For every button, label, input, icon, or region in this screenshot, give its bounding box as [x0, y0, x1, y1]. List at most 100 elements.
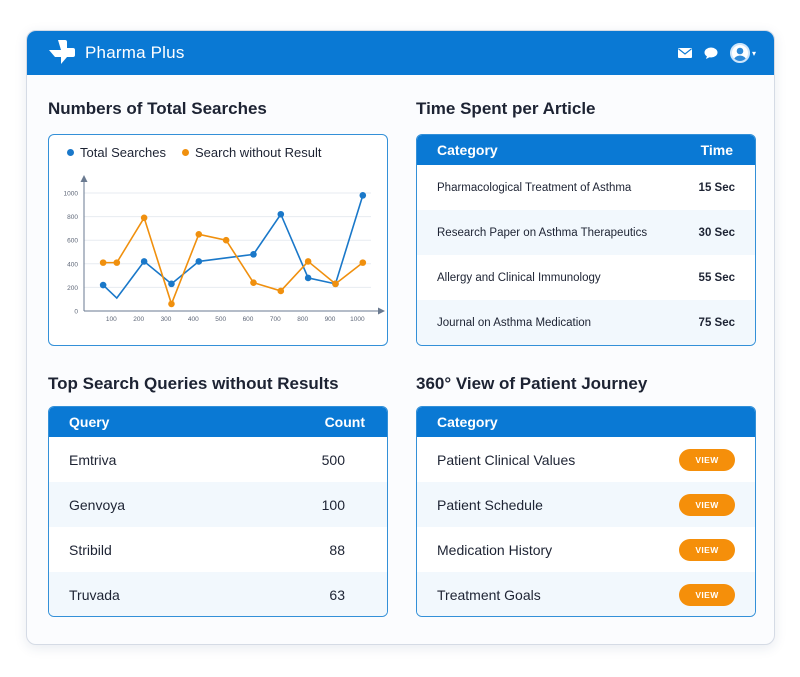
y-tick-label: 200 — [67, 285, 78, 292]
legend-label-total: Total Searches — [80, 145, 166, 160]
row-query: Truvada — [69, 586, 120, 603]
legend-item-no-result: Search without Result — [182, 145, 321, 160]
series-point-1 — [113, 259, 121, 266]
y-tick-label: 800 — [67, 214, 78, 221]
series-point-1 — [222, 236, 230, 244]
legend-dot-total — [67, 149, 74, 156]
y-axis-arrow — [80, 175, 88, 182]
user-menu[interactable]: ▾ — [729, 43, 756, 63]
journey-title: 360° View of Patient Journey — [416, 374, 648, 393]
x-tick-label: 300 — [161, 316, 172, 323]
top-icons: ▾ — [677, 43, 756, 63]
series-point-0 — [99, 281, 107, 289]
table-row[interactable]: Genvoya 100 — [49, 482, 387, 527]
top-bar: Pharma Plus ▾ — [27, 31, 774, 75]
table-body: Emtriva 500 Genvoya 100 Stribild 88 Truv… — [49, 437, 387, 616]
table-header: Category — [417, 407, 755, 437]
avatar[interactable] — [729, 43, 750, 63]
series-point-0 — [277, 210, 285, 218]
header-query: Query — [69, 414, 110, 430]
y-tick-label: 600 — [67, 238, 78, 245]
chevron-down-icon[interactable]: ▾ — [751, 48, 756, 58]
row-count: 63 — [329, 586, 345, 603]
row-count: 88 — [329, 541, 345, 558]
row-time: 75 Sec — [698, 316, 735, 329]
row-query: Stribild — [69, 541, 112, 558]
header-category: Category — [437, 414, 498, 430]
table-row: Patient Clinical Values VIEW — [417, 437, 755, 482]
x-tick-label: 200 — [133, 316, 144, 323]
row-category: Patient Schedule — [437, 496, 543, 513]
row-count: 100 — [321, 496, 345, 513]
row-category: Treatment Goals — [437, 586, 541, 603]
legend-item-total: Total Searches — [67, 145, 166, 160]
y-tick-label: 400 — [67, 261, 78, 268]
table-row[interactable]: Research Paper on Asthma Therapeutics 30… — [417, 210, 755, 255]
header-category: Category — [437, 142, 498, 158]
series-point-0 — [250, 251, 257, 258]
series-point-1 — [359, 259, 367, 266]
series-point-1 — [168, 300, 175, 308]
series-point-0 — [304, 274, 312, 282]
table-row: Treatment Goals VIEW — [417, 572, 755, 616]
row-time: 15 Sec — [698, 181, 735, 194]
x-tick-label: 1000 — [350, 316, 365, 323]
legend-label-no-result: Search without Result — [195, 145, 322, 160]
row-query: Genvoya — [69, 496, 126, 513]
y-tick-label: 1000 — [64, 191, 79, 198]
mail-icon[interactable] — [677, 48, 692, 58]
series-point-1 — [99, 259, 107, 266]
view-button[interactable]: VIEW — [679, 538, 735, 561]
row-time: 55 Sec — [698, 271, 735, 284]
time-spent-table: Category Time Pharmacological Treatment … — [416, 134, 756, 346]
queries-table: Query Count Emtriva 500 Genvoya 100 Stri… — [48, 406, 388, 617]
logo-cross-icon[interactable] — [47, 38, 77, 68]
series-point-1 — [277, 287, 285, 295]
table-row[interactable]: Pharmacological Treatment of Asthma 15 S… — [417, 165, 755, 210]
table-row[interactable]: Stribild 88 — [49, 527, 387, 572]
journey-table: Category Patient Clinical Values VIEW Pa… — [416, 406, 756, 617]
chat-icon[interactable] — [704, 47, 718, 59]
time-spent-title: Time Spent per Article — [416, 99, 596, 118]
chart-legend: Total Searches Search without Result — [67, 145, 321, 160]
queries-title: Top Search Queries without Results — [48, 374, 339, 393]
table-header: Category Time — [417, 135, 755, 165]
table-row[interactable]: Allergy and Clinical Immunology 55 Sec — [417, 255, 755, 300]
header-time: Time — [700, 142, 733, 158]
x-tick-label: 400 — [188, 316, 199, 323]
table-body: Patient Clinical Values VIEW Patient Sch… — [417, 437, 755, 616]
series-point-1 — [304, 258, 312, 265]
searches-chart-card: Total Searches Search without Result 0 20… — [48, 134, 388, 346]
view-button[interactable]: VIEW — [679, 493, 735, 516]
x-tick-label: 500 — [215, 316, 226, 323]
row-category: Journal on Asthma Medication — [437, 316, 592, 329]
row-time: 30 Sec — [698, 226, 735, 239]
series-line-0 — [102, 195, 364, 300]
y-tick-label: 0 — [74, 309, 78, 316]
series-point-1 — [250, 279, 257, 286]
table-row[interactable]: Truvada 63 — [49, 572, 387, 616]
line-chart: 0 200 400 600 800 1000 100 200 300 400 500 600 700 80… — [64, 175, 385, 323]
series-point-1 — [195, 231, 203, 238]
series-point-0 — [195, 258, 203, 265]
x-axis-arrow — [378, 307, 385, 315]
view-button[interactable]: VIEW — [679, 448, 735, 471]
series-point-1 — [332, 280, 339, 288]
series-point-0 — [140, 258, 148, 265]
series-point-1 — [140, 214, 148, 222]
row-category: Research Paper on Asthma Therapeutics — [437, 226, 648, 239]
table-row[interactable]: Journal on Asthma Medication 75 Sec — [417, 300, 755, 345]
row-category: Allergy and Clinical Immunology — [437, 271, 601, 284]
legend-dot-no-result — [182, 149, 189, 156]
searches-title: Numbers of Total Searches — [48, 99, 267, 118]
series-point-0 — [359, 192, 367, 199]
table-body: Pharmacological Treatment of Asthma 15 S… — [417, 165, 755, 345]
table-row: Patient Schedule VIEW — [417, 482, 755, 527]
table-row: Medication History VIEW — [417, 527, 755, 572]
table-row[interactable]: Emtriva 500 — [49, 437, 387, 482]
x-tick-label: 700 — [270, 316, 281, 323]
x-tick-label: 900 — [325, 316, 336, 323]
table-header: Query Count — [49, 407, 387, 437]
view-button[interactable]: VIEW — [679, 583, 735, 606]
row-count: 500 — [321, 451, 345, 468]
